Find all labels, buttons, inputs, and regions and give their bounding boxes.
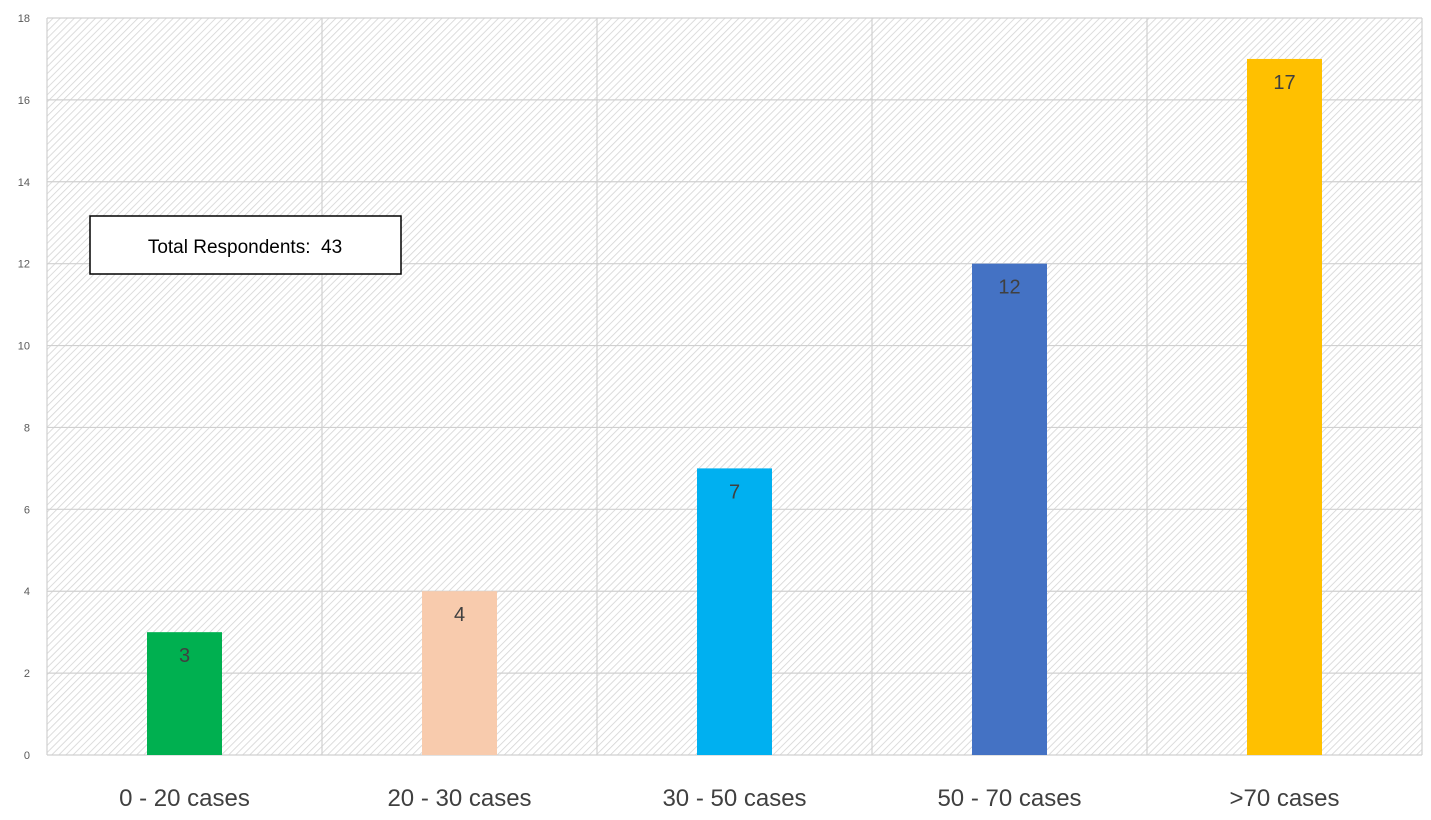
y-axis-ticks: 0 2 4 6 8 10 12 14 16 18 xyxy=(18,13,30,762)
annotation-frame xyxy=(89,215,402,275)
bar xyxy=(697,468,772,755)
x-tick-label: 20 - 30 cases xyxy=(387,785,531,812)
y-tick-label: 16 xyxy=(18,95,30,107)
bar xyxy=(422,591,497,755)
x-axis-categories: 0 - 20 cases 20 - 30 cases 30 - 50 cases 50… xyxy=(119,785,1339,812)
x-tick-label: 0 - 20 cases xyxy=(119,785,250,812)
annotation-text: Total Respondents: 43 xyxy=(148,237,342,258)
bar xyxy=(972,263,1047,755)
y-tick-label: 4 xyxy=(24,586,30,598)
y-tick-label: 12 xyxy=(18,259,30,271)
y-tick-label: 8 xyxy=(24,422,30,434)
x-tick-label: 30 - 50 cases xyxy=(662,785,806,812)
bar xyxy=(147,632,222,755)
y-tick-label: 6 xyxy=(24,504,30,516)
data-label: 12 xyxy=(998,277,1020,299)
data-label: 3 xyxy=(179,645,190,667)
x-tick-label: 50 - 70 cases xyxy=(937,785,1081,812)
y-tick-label: 2 xyxy=(24,668,30,680)
y-tick-label: 10 xyxy=(18,341,30,353)
y-tick-label: 0 xyxy=(24,750,30,762)
bars xyxy=(147,58,1322,755)
x-tick-label: >70 cases xyxy=(1229,785,1339,812)
data-labels: 3 4 7 12 17 xyxy=(179,72,1296,667)
data-label: 7 xyxy=(729,481,740,503)
data-label: 4 xyxy=(454,604,465,626)
data-label: 17 xyxy=(1273,72,1295,94)
y-tick-label: 18 xyxy=(18,13,30,25)
y-tick-label: 14 xyxy=(18,177,30,189)
bar xyxy=(1247,58,1322,755)
annotation-box: Total Respondents: 43 xyxy=(89,215,402,275)
